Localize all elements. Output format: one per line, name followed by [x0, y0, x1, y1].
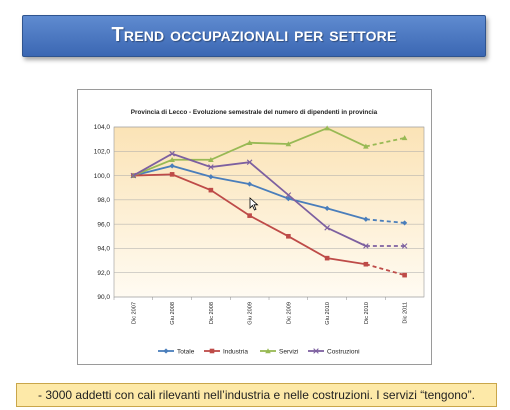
data-point [169, 163, 175, 169]
data-point [286, 233, 291, 239]
legend-item-costruzioni: Costruzioni [308, 348, 360, 355]
x-tick-label: Giu 2010 [325, 302, 331, 325]
data-point [324, 205, 330, 211]
y-tick-label: 90,0 [97, 294, 110, 301]
data-point [402, 272, 407, 278]
x-tick-label: Dic 2007 [131, 302, 137, 324]
data-point [246, 139, 253, 145]
series-lines [130, 125, 408, 278]
data-point [363, 216, 369, 222]
data-point [401, 243, 408, 249]
x-tick-label: Dic 2011 [403, 302, 409, 324]
mouse-cursor-icon [249, 197, 259, 211]
data-point [247, 213, 252, 218]
bottom-note-box: - 3000 addetti con cali rilevanti nell’i… [16, 383, 497, 407]
data-point [363, 243, 369, 249]
slide-title: Trend occupazionali per settore [23, 24, 485, 47]
data-point [324, 255, 330, 261]
x-tick-labels: Dic 2007 Giu 2008 Dic 2008 Giu 2009 Dic 2009… [113, 297, 409, 325]
x-tick-label: Dic 2009 [286, 302, 292, 324]
x-tick-label: Dic 2008 [209, 302, 215, 324]
legend-item-industria: Industria [204, 348, 248, 355]
data-point [285, 196, 291, 202]
data-point [163, 348, 169, 354]
data-point [169, 172, 175, 177]
y-tick-label: 102,0 [94, 148, 111, 155]
legend-label: Servizi [279, 348, 299, 355]
data-point [313, 348, 319, 354]
legend-item-servizi: Servizi [260, 348, 299, 355]
data-point [209, 348, 215, 354]
legend-item-totale: Totale [158, 348, 195, 355]
data-point [401, 135, 408, 141]
data-point [285, 192, 292, 198]
data-point [265, 348, 271, 354]
data-point [130, 172, 137, 179]
chart-frame: Provincia di Lecco - Evoluzione semestra… [77, 89, 432, 365]
x-tick-label: Giu 2008 [170, 302, 176, 325]
y-tick-label: 104,0 [94, 124, 111, 131]
data-point [285, 141, 292, 147]
data-point [363, 261, 369, 267]
x-tick-label: Dic 2010 [364, 302, 370, 324]
data-point [324, 125, 330, 131]
title-banner: Trend occupazionali per settore [22, 15, 486, 57]
x-tick-label: Giu 2009 [248, 302, 254, 325]
slide-title-text: Trend occupazionali per settore [111, 24, 397, 46]
legend: Totale Industria Servizi Costruzioni [158, 348, 360, 355]
data-point [208, 164, 214, 170]
data-point [324, 224, 330, 231]
y-tick-label: 96,0 [97, 221, 110, 228]
plot-area [113, 126, 425, 298]
y-tick-label: 92,0 [97, 270, 110, 277]
data-point [363, 143, 369, 149]
grid-lines [114, 126, 424, 298]
data-point [208, 156, 214, 162]
bottom-note-text: - 3000 addetti con cali rilevanti nell’i… [38, 388, 475, 402]
y-tick-label: 94,0 [97, 246, 110, 253]
data-point [246, 159, 253, 166]
data-point [208, 174, 214, 180]
data-point [169, 156, 175, 162]
data-point [402, 220, 408, 226]
y-tick-labels: 90,0 92,0 94,0 96,0 98,0 100,0 102,0 104,0 [94, 124, 111, 301]
legend-label: Industria [223, 348, 248, 355]
legend-label: Totale [177, 348, 195, 355]
series-costruzioni [130, 150, 408, 249]
employment-trend-chart: Provincia di Lecco - Evoluzione semestra… [94, 109, 425, 355]
chart-title: Provincia di Lecco - Evoluzione semestra… [131, 109, 378, 116]
data-point [169, 150, 175, 157]
data-point [208, 187, 214, 193]
legend-label: Costruzioni [327, 348, 360, 355]
y-tick-label: 98,0 [97, 197, 110, 204]
y-tick-label: 100,0 [94, 173, 111, 180]
